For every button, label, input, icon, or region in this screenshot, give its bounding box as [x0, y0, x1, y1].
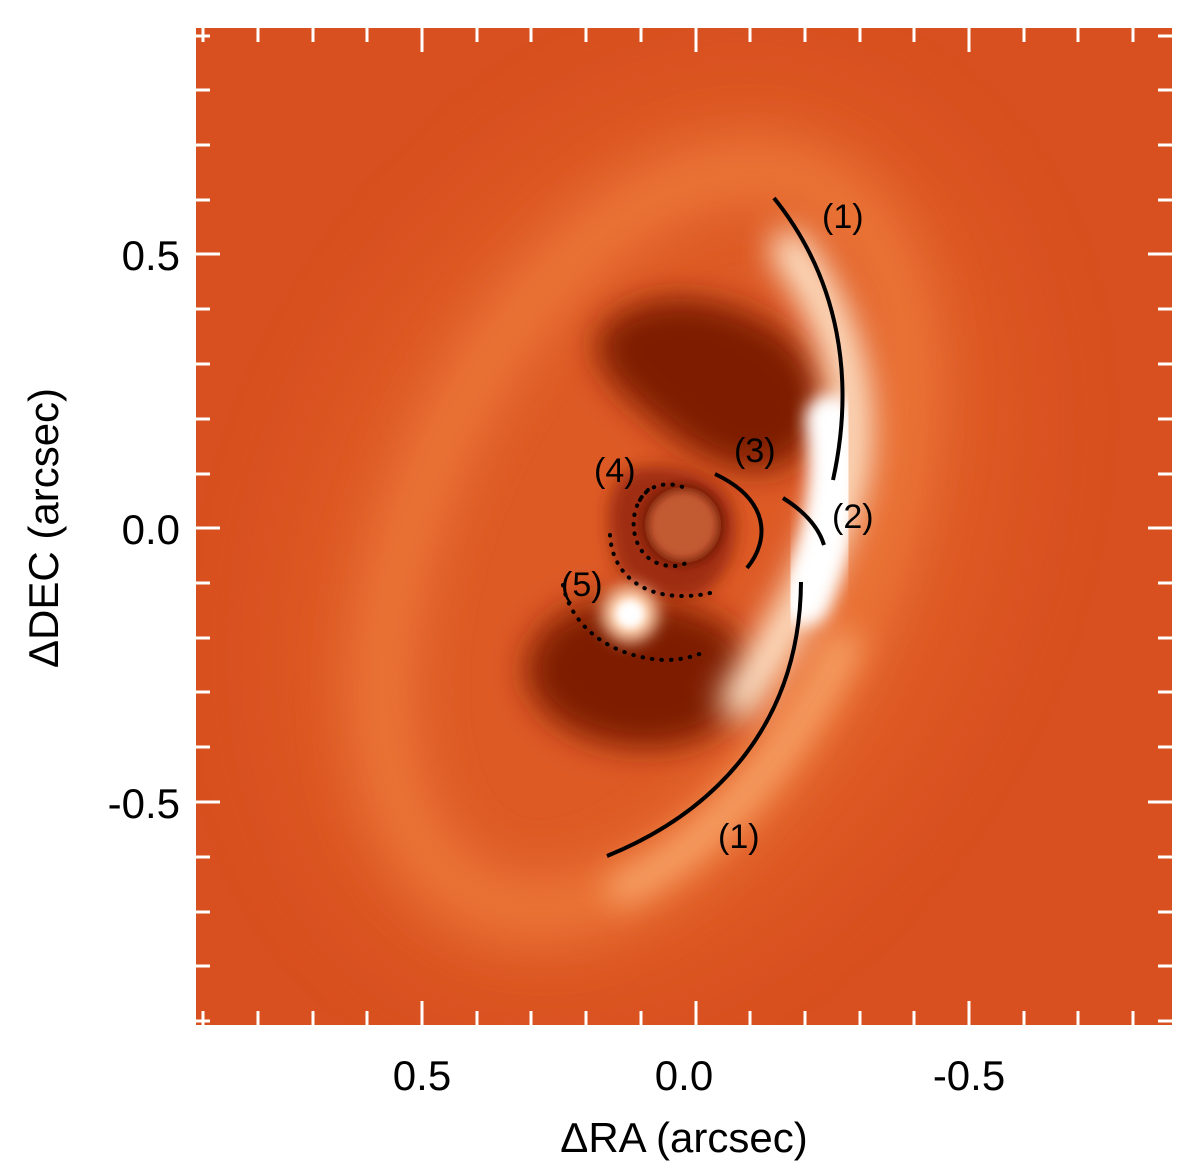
dark-gap-south — [526, 598, 752, 749]
companion-core — [616, 600, 644, 628]
y-tick-label: 0.5 — [122, 232, 180, 279]
dotted-feature-4-lower — [608, 533, 712, 599]
label-feature-4: (4) — [594, 452, 636, 490]
y-tick-label: 0.0 — [122, 506, 180, 553]
label-feature-2: (2) — [832, 498, 874, 536]
disk-ring-west-rim — [366, 154, 924, 926]
label-feature-1-north: (1) — [822, 198, 864, 236]
dark-gap-north — [597, 298, 823, 471]
arc-feature-3 — [714, 472, 764, 570]
x-tick-label: 0.5 — [393, 1052, 451, 1099]
top-axis-ticks — [201, 28, 1135, 52]
arc-feature-1-north — [772, 196, 845, 481]
arc-feature-2 — [781, 496, 826, 546]
dotted-feature-5 — [561, 583, 706, 663]
x-axis-tick-labels: 0.5 0.0 -0.5 — [393, 1052, 1005, 1099]
y-axis-label: ΔDEC (arcsec) — [20, 388, 67, 668]
bottom-axis-ticks — [201, 1001, 1135, 1025]
label-feature-5: (5) — [561, 566, 603, 604]
annotations — [561, 196, 845, 858]
arc-feature-1-south — [606, 581, 803, 858]
x-tick-label: 0.0 — [655, 1052, 713, 1099]
label-feature-1-south: (1) — [718, 818, 760, 856]
frame-ticks — [196, 28, 1172, 1025]
coronagraph-mask — [645, 487, 721, 563]
y-tick-label: -0.5 — [108, 780, 180, 827]
right-axis-ticks — [1148, 34, 1172, 1023]
x-tick-label: -0.5 — [933, 1052, 1005, 1099]
y-axis-tick-labels: 0.5 0.0 -0.5 — [108, 232, 180, 827]
x-axis-label: ΔRA (arcsec) — [560, 1114, 807, 1161]
bright-west-core — [780, 395, 859, 625]
dotted-feature-4 — [631, 482, 690, 569]
annotation-labels: (1) (1) (2) (3) (4) (5) — [561, 198, 874, 856]
disk-image — [196, 28, 1172, 1025]
label-feature-3: (3) — [734, 432, 776, 470]
